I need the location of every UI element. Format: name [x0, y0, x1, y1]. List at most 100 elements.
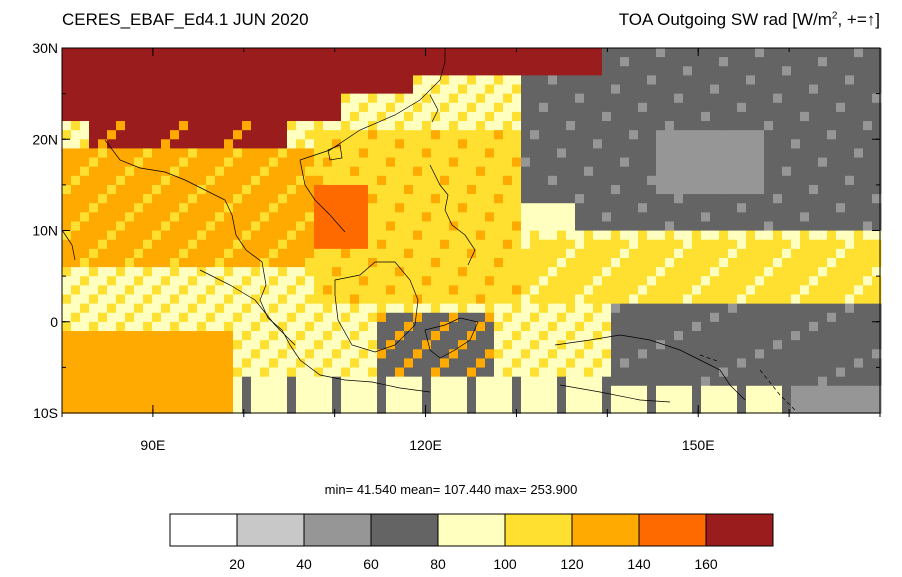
map-cell — [764, 121, 774, 131]
map-cell — [602, 93, 612, 104]
map-cell — [827, 48, 837, 58]
map-cell — [638, 203, 648, 213]
map-cell — [719, 340, 729, 350]
map-cell — [251, 257, 261, 268]
map-cell — [197, 194, 207, 204]
map-cell — [611, 48, 621, 58]
map-cell — [395, 139, 405, 149]
map-cell — [98, 321, 108, 332]
map-cell — [719, 349, 729, 359]
map-cell — [215, 194, 225, 204]
map-cell — [305, 230, 315, 241]
map-cell — [377, 157, 387, 168]
map-cell — [809, 130, 819, 140]
map-cell — [341, 66, 351, 76]
map-cell — [854, 130, 864, 140]
map-cell — [719, 331, 729, 341]
map-cell — [251, 404, 261, 414]
map-cell — [566, 367, 576, 378]
map-cell — [269, 212, 279, 222]
map-cell — [449, 184, 459, 195]
map-cell — [125, 102, 135, 113]
map-cell — [116, 276, 126, 286]
map-cell — [314, 130, 324, 140]
map-cell — [728, 175, 738, 186]
map-cell — [791, 349, 801, 359]
map-cell — [827, 385, 837, 396]
map-cell — [782, 57, 792, 67]
map-cell — [224, 75, 234, 86]
map-cell — [89, 349, 99, 359]
map-cell — [296, 166, 306, 177]
map-cell — [251, 321, 261, 332]
map-cell — [521, 148, 531, 159]
map-cell — [233, 404, 243, 414]
map-cell — [242, 394, 252, 405]
map-cell — [89, 148, 99, 159]
map-cell — [368, 239, 378, 250]
map-cell — [143, 221, 153, 232]
map-cell — [377, 358, 387, 369]
map-cell — [188, 294, 198, 305]
map-cell — [80, 239, 90, 250]
map-cell — [206, 376, 216, 387]
map-cell — [665, 194, 675, 204]
map-cell — [116, 148, 126, 159]
map-cell — [287, 111, 297, 122]
map-cell — [467, 303, 477, 314]
map-cell — [566, 404, 576, 414]
map-cell — [584, 376, 594, 387]
map-cell — [845, 340, 855, 350]
map-cell — [152, 385, 162, 396]
map-cell — [377, 385, 387, 396]
map-cell — [116, 175, 126, 186]
map-cell — [278, 184, 288, 195]
map-cell — [665, 248, 675, 259]
map-cell — [233, 121, 243, 131]
map-cell — [98, 130, 108, 140]
map-cell — [818, 239, 828, 250]
map-cell — [746, 312, 756, 323]
map-cell — [395, 257, 405, 268]
map-cell — [341, 121, 351, 131]
map-cell — [98, 184, 108, 195]
map-cell — [305, 57, 315, 67]
map-cell — [242, 184, 252, 195]
map-cell — [512, 394, 522, 405]
map-cell — [530, 394, 540, 405]
map-cell — [701, 349, 711, 359]
map-cell — [566, 48, 576, 58]
map-cell — [638, 166, 648, 177]
map-cell — [818, 184, 828, 195]
map-cell — [377, 367, 387, 378]
map-cell — [548, 130, 558, 140]
colorbar-box — [169, 513, 238, 547]
map-cell — [800, 93, 810, 104]
map-cell — [647, 349, 657, 359]
map-cell — [710, 257, 720, 268]
map-cell — [638, 248, 648, 259]
map-cell — [71, 367, 81, 378]
map-cell — [746, 257, 756, 268]
map-cell — [314, 367, 324, 378]
map-cell — [557, 48, 567, 58]
map-cell — [539, 66, 549, 76]
map-cell — [179, 57, 189, 67]
map-cell — [557, 312, 567, 323]
map-cell — [773, 184, 783, 195]
map-cell — [746, 66, 756, 76]
map-cell — [233, 294, 243, 305]
map-cell — [350, 130, 360, 140]
map-cell — [764, 166, 774, 177]
map-cell — [215, 312, 225, 323]
map-cell — [746, 294, 756, 305]
map-cell — [386, 221, 396, 232]
map-cell — [386, 285, 396, 296]
map-cell — [485, 57, 495, 67]
map-cell — [359, 139, 369, 149]
map-cell — [170, 166, 180, 177]
map-cell — [773, 331, 783, 341]
map-cell — [521, 130, 531, 140]
map-cell — [233, 349, 243, 359]
map-cell — [359, 93, 369, 104]
